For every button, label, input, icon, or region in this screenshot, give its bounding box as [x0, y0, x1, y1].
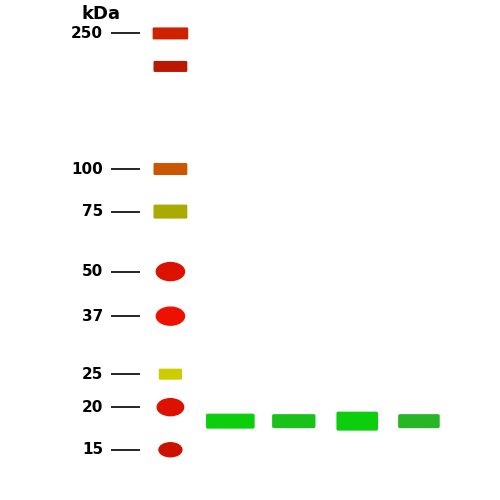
- Text: 1: 1: [164, 5, 176, 23]
- FancyBboxPatch shape: [154, 163, 188, 175]
- FancyBboxPatch shape: [336, 412, 378, 430]
- Text: 25: 25: [82, 366, 104, 382]
- Text: 37: 37: [82, 308, 104, 324]
- Text: 100: 100: [72, 162, 104, 176]
- FancyBboxPatch shape: [154, 61, 188, 72]
- Ellipse shape: [156, 307, 184, 325]
- FancyBboxPatch shape: [206, 414, 254, 428]
- Ellipse shape: [159, 443, 182, 457]
- Text: 3: 3: [288, 5, 300, 23]
- Ellipse shape: [157, 398, 184, 415]
- Text: 50: 50: [82, 264, 104, 279]
- Text: kDa: kDa: [82, 5, 121, 23]
- Text: 20: 20: [82, 400, 104, 414]
- Text: 250: 250: [72, 26, 104, 41]
- Text: 2: 2: [224, 5, 236, 23]
- Text: 5: 5: [412, 5, 425, 23]
- FancyBboxPatch shape: [398, 414, 440, 428]
- Text: 15: 15: [82, 442, 104, 458]
- FancyBboxPatch shape: [272, 414, 316, 428]
- FancyBboxPatch shape: [154, 204, 188, 218]
- Text: 75: 75: [82, 204, 104, 219]
- FancyBboxPatch shape: [152, 28, 188, 40]
- FancyBboxPatch shape: [159, 368, 182, 380]
- Ellipse shape: [156, 262, 184, 280]
- Text: 4: 4: [351, 5, 364, 23]
